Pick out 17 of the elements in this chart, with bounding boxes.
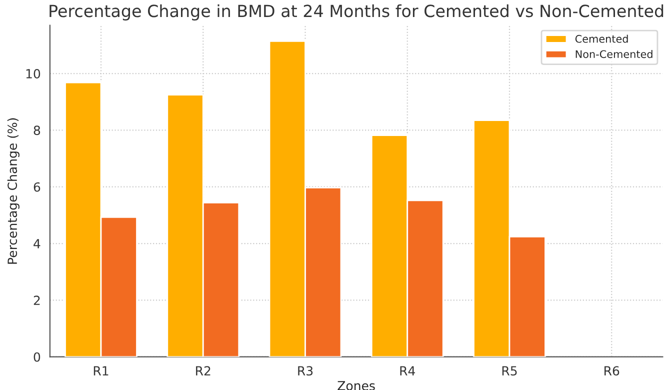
y-tick-label: 4	[34, 239, 40, 248]
y-tick-label: 8	[34, 126, 40, 136]
x-tick-label: R5	[502, 366, 517, 376]
y-tick-label: 6	[34, 182, 40, 192]
y-tick-label: 2	[34, 296, 40, 305]
legend-label: Cemented	[575, 34, 628, 43]
y-tick-label: 0	[34, 352, 40, 362]
x-tick-label: R1	[94, 366, 108, 376]
x-tick-label: R6	[604, 366, 620, 376]
y-axis-title: Percentage Change (%)	[7, 118, 20, 264]
x-axis-title: Zones	[338, 381, 375, 390]
legend-label: Non-Cemented	[576, 50, 652, 58]
x-tick-label: R2	[196, 366, 210, 376]
y-tick-label: 10	[26, 68, 40, 78]
x-tick-label: R3	[298, 366, 313, 376]
chart-title: Percentage Change in BMD at 24 Months for Cemented vs Non-Cemented	[50, 4, 664, 20]
x-tick-label: R4	[400, 366, 415, 376]
